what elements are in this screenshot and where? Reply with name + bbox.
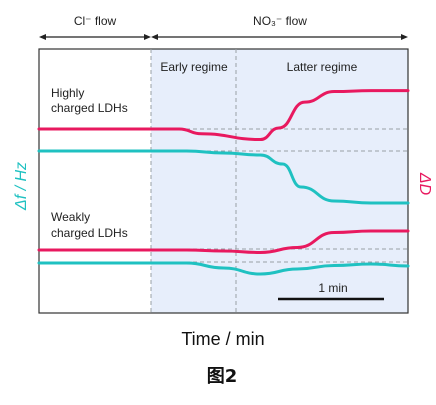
series-df-weakly-charged (37, 261, 410, 276)
series-df-highly-charged (37, 149, 410, 205)
group-label-weakly-line2: charged LDHs (51, 226, 128, 240)
scale-bar-label: 1 min (318, 281, 347, 295)
y-axis-title-right: ΔD (416, 172, 433, 196)
group-label-highly-line1: Highly (51, 86, 84, 100)
nitrate-flow-shade (151, 49, 408, 313)
plot-frame (38, 48, 409, 314)
series-layer (37, 89, 410, 276)
phase-label-cl: Cl⁻ flow (74, 14, 117, 28)
x-axis-title: Time / min (181, 329, 264, 349)
regime-label-latter: Latter regime (287, 60, 358, 74)
group-label-highly-line2: charged LDHs (51, 101, 128, 115)
regime-label-early: Early regime (160, 60, 228, 74)
series-dd-highly-charged (37, 89, 410, 142)
phase-label-nitrate: NO₃⁻ flow (253, 14, 307, 28)
figure-caption: 图2 (207, 366, 238, 387)
group-label-weakly-line1: Weakly (51, 210, 90, 224)
cl-flow-arrow (39, 34, 151, 40)
series-dd-weakly-charged (37, 229, 410, 255)
y-axis-title-left: Δf / Hz (13, 162, 30, 211)
nitrate-flow-arrow (151, 34, 408, 40)
